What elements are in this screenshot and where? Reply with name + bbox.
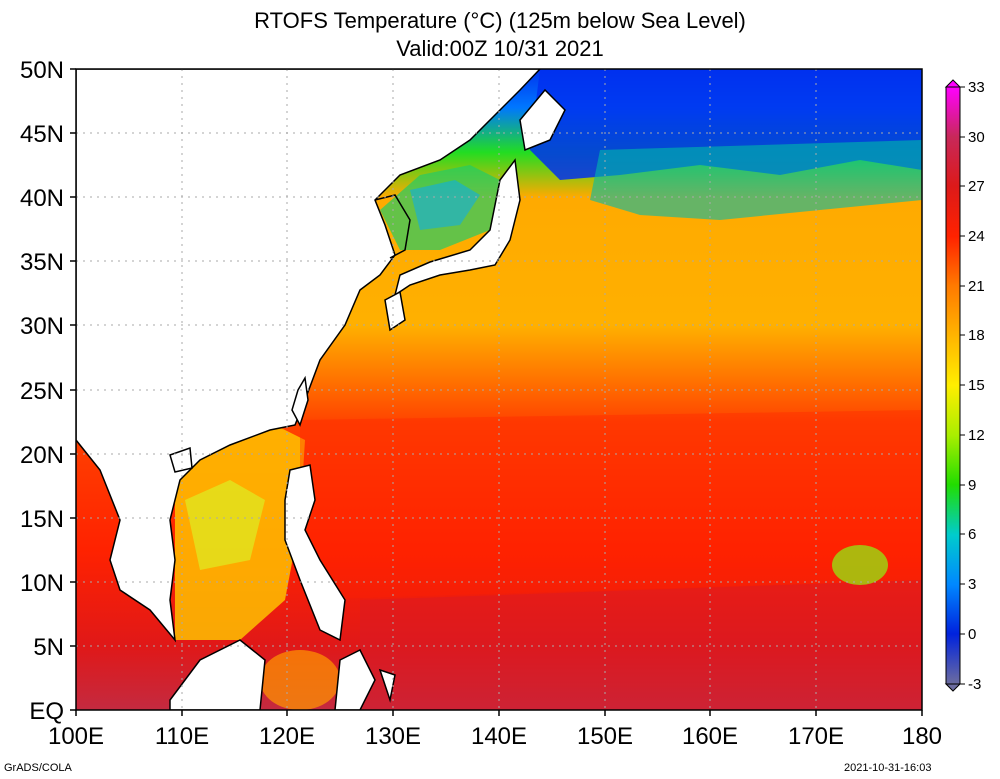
colorbar-label-27: 27	[968, 178, 985, 195]
lat-label-40n: 40N	[20, 185, 64, 212]
colorbar-label-12: 12	[968, 427, 985, 444]
borneo	[169, 639, 266, 710]
lon-label-120e: 120E	[259, 723, 315, 750]
colorbar-label-3: 3	[968, 576, 976, 593]
credit-grads: GrADS/COLA	[4, 762, 72, 774]
colorbar-label-0: 0	[968, 626, 976, 643]
lon-label-170e: 170E	[788, 723, 844, 750]
map-title: RTOFS Temperature (°C) (125m below Sea L…	[254, 8, 746, 33]
colorbar-label-18: 18	[968, 327, 985, 344]
philippines	[284, 464, 346, 642]
credit-timestamp: 2021-10-31-16:03	[844, 762, 932, 774]
longitude-labels: 100E 110E 120E 130E 140E 150E 160E 170E …	[48, 723, 942, 750]
latitude-labels: EQ 5N 10N 15N 20N 25N 30N 35N 40N 45N 50…	[20, 57, 64, 725]
taiwan	[291, 375, 309, 427]
colorbar-label-33: 33	[968, 79, 985, 96]
lat-label-30n: 30N	[20, 313, 64, 340]
lon-label-140e: 140E	[471, 723, 527, 750]
asia-landmass	[76, 69, 542, 643]
land-masses	[76, 69, 566, 710]
colorbar-bottom-cap	[944, 683, 962, 692]
lat-label-10n: 10N	[20, 570, 64, 597]
japan-islands	[393, 158, 521, 297]
lon-label-110e: 110E	[155, 723, 209, 750]
colorbar-label-24: 24	[968, 228, 985, 245]
lon-label-150e: 150E	[577, 723, 633, 750]
lat-label-5n: 5N	[33, 634, 64, 661]
lon-label-180: 180	[902, 723, 942, 750]
tick-marks	[70, 68, 923, 716]
lat-label-50n: 50N	[20, 57, 64, 84]
colorbar-top-cap	[944, 79, 962, 88]
lat-label-45n: 45N	[20, 121, 64, 148]
lat-label-eq: EQ	[29, 698, 64, 725]
gridlines	[76, 69, 922, 710]
lon-label-130e: 130E	[365, 723, 421, 750]
lat-label-20n: 20N	[20, 442, 64, 469]
colorbar-label-15: 15	[968, 377, 985, 394]
colorbar-bar	[945, 86, 961, 685]
map-subtitle: Valid:00Z 10/31 2021	[396, 36, 604, 61]
colorbar-label-21: 21	[968, 278, 985, 295]
lon-label-100e: 100E	[48, 723, 104, 750]
lat-label-25n: 25N	[20, 378, 64, 405]
colorbar-label-6: 6	[968, 526, 976, 543]
lat-label-15n: 15N	[20, 506, 64, 533]
colorbar: 33 30 27 24 21 18 15 12 9 6 3 0 -3	[944, 79, 985, 693]
colorbar-label-30: 30	[968, 129, 985, 146]
lat-label-35n: 35N	[20, 249, 64, 276]
lon-label-160e: 160E	[682, 723, 738, 750]
colorbar-label-neg3: -3	[968, 676, 981, 693]
colorbar-label-9: 9	[968, 477, 976, 494]
